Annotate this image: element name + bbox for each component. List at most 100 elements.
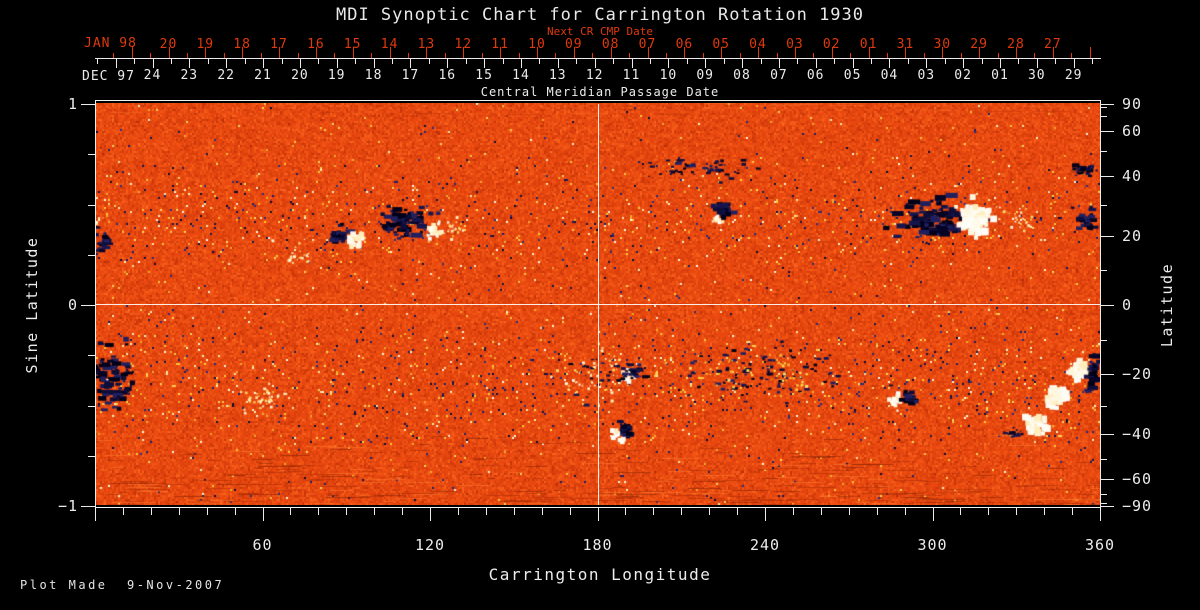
longitude-tick	[457, 508, 459, 515]
longitude-tick	[374, 508, 376, 515]
cmp-date-tick	[539, 59, 541, 64]
sine-latitude-tick	[81, 305, 95, 306]
longitude-tick	[1072, 508, 1074, 515]
longitude-tick	[178, 508, 180, 515]
cmp-date-tick	[244, 59, 246, 64]
latitude-tick-label: 90	[1122, 95, 1143, 113]
cmp-date-tick	[613, 59, 615, 64]
next-cr-date-tick	[997, 53, 999, 58]
cmp-date-tick	[594, 59, 596, 68]
latitude-tick	[1100, 104, 1114, 105]
longitude-tick	[653, 508, 655, 515]
cmp-date-tick	[207, 59, 209, 64]
cmp-date-tick	[97, 59, 99, 64]
next-cr-date-tick	[684, 47, 686, 58]
cmp-date-tick	[502, 59, 504, 64]
next-cr-date-tick	[1071, 53, 1073, 58]
next-cr-date-label: 11	[491, 37, 509, 52]
longitude-tick	[234, 508, 236, 515]
latitude-tick-label: 60	[1122, 121, 1143, 140]
cmp-date-label: 12	[585, 68, 604, 83]
longitude-tick	[932, 508, 934, 521]
longitude-tick	[597, 508, 599, 521]
cmp-date-tick	[963, 59, 965, 68]
cmp-date-label: 16	[438, 68, 457, 83]
next-cr-date-tick	[555, 53, 557, 58]
next-cr-date-label: 06	[675, 37, 694, 52]
latitude-minor-tick	[1100, 493, 1107, 495]
cmp-date-tick	[152, 59, 154, 68]
latitude-tick-label: −40	[1122, 425, 1153, 444]
central-meridian-passage-date-label: Central Meridian Passage Date	[480, 85, 720, 99]
cmp-date-label: 05	[843, 68, 862, 83]
longitude-tick	[513, 508, 515, 515]
cmp-date-tick	[926, 59, 928, 68]
cmp-date-tick	[834, 59, 836, 64]
sine-latitude-tick-label: 1	[67, 95, 78, 113]
latitude-tick-label: 40	[1122, 166, 1143, 185]
latitude-tick-label: −90	[1122, 497, 1153, 515]
next-cr-date-label: 31	[896, 37, 915, 52]
next-cr-date-tick	[573, 47, 575, 58]
next-cr-date-tick	[702, 53, 704, 58]
cmp-date-tick	[907, 59, 909, 64]
next-cr-date-label: 10	[528, 37, 546, 52]
longitude-tick	[960, 508, 962, 515]
next-cr-date-label: 02	[822, 37, 841, 52]
cmp-date-label: 20	[291, 68, 309, 83]
cmp-date-tick	[1055, 59, 1057, 64]
cmp-date-label: 30	[1027, 68, 1046, 83]
cmp-date-tick	[226, 59, 228, 68]
cmp-date-label: 03	[917, 68, 936, 83]
cmp-date-tick	[686, 59, 688, 64]
next-cr-date-tick	[776, 53, 778, 58]
next-cr-date-tick	[481, 53, 483, 58]
next-cr-date-tick	[279, 47, 280, 58]
longitude-tick	[95, 508, 96, 521]
next-cr-date-tick	[1016, 47, 1017, 58]
longitude-tick	[569, 508, 571, 515]
page-title: MDI Synoptic Chart for Carrington Rotati…	[335, 5, 865, 25]
cmp-date-tick	[410, 59, 412, 68]
latitude-tick	[1100, 236, 1114, 238]
cmp-date-label: 10	[659, 68, 678, 83]
longitude-tick	[792, 508, 794, 515]
latitude-minor-tick	[1100, 339, 1107, 341]
next-cr-date-label: 05	[712, 37, 731, 52]
next-cr-date-tick	[1089, 47, 1091, 58]
cmp-date-tick	[521, 59, 522, 68]
cmp-date-tick	[852, 59, 854, 68]
cmp-date-label: 14	[512, 68, 530, 83]
cmp-date-tick	[392, 59, 393, 64]
latitude-tick-label: 0	[1122, 296, 1133, 314]
sine-latitude-tick	[81, 104, 95, 105]
next-cr-date-tick	[315, 47, 317, 58]
next-cr-date-label: 09	[564, 37, 583, 52]
cmp-date-tick	[115, 59, 117, 68]
next-cr-date-label: 18	[233, 37, 252, 52]
longitude-tick	[485, 508, 487, 515]
cmp-date-tick	[723, 59, 725, 64]
cmp-date-tick	[1036, 59, 1038, 68]
latitude-tick	[1100, 305, 1114, 306]
cmp-date-tick	[871, 59, 872, 64]
next-cr-date-label: 29	[970, 37, 988, 52]
next-cr-date-tick	[960, 53, 962, 58]
longitude-tick	[402, 508, 404, 515]
longitude-tick	[820, 508, 822, 515]
longitude-tick	[737, 508, 739, 515]
cmp-date-label: 01	[991, 68, 1009, 83]
next-cr-date-tick	[444, 53, 446, 58]
next-rotation-era-label: JAN 98	[84, 36, 137, 51]
longitude-tick	[346, 508, 348, 515]
cmp-axis-line	[95, 58, 1101, 59]
cmp-date-tick	[281, 59, 283, 64]
longitude-tick	[206, 508, 208, 515]
cmp-date-label: 02	[954, 68, 972, 83]
cmp-date-label: 11	[622, 68, 641, 83]
latitude-minor-tick	[1100, 116, 1107, 118]
cmp-date-label: 15	[475, 68, 493, 83]
next-cr-date-tick	[610, 47, 612, 58]
longitude-tick	[150, 508, 152, 515]
next-cr-date-tick	[979, 47, 981, 58]
